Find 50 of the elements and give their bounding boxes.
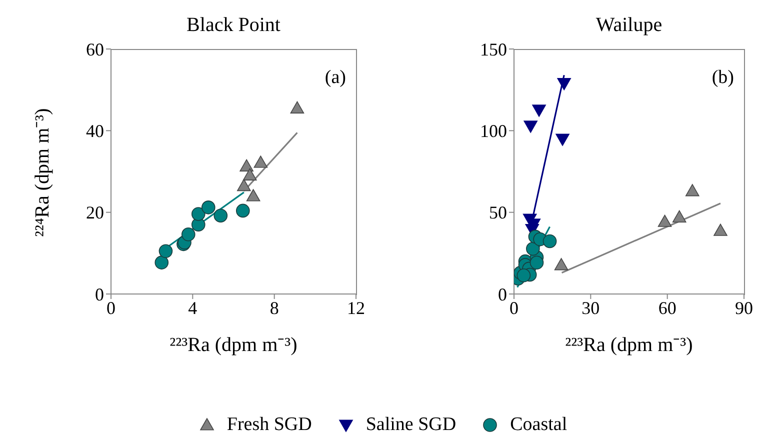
legend-label: Fresh SGD: [226, 414, 312, 436]
point: [214, 208, 228, 222]
y-tick-label: 0: [95, 284, 104, 304]
y-tick-label: 50: [489, 202, 507, 223]
point: [237, 178, 251, 192]
point: [254, 156, 268, 168]
point: [556, 134, 570, 146]
annotation: (a): [324, 67, 346, 89]
x-tick-label: 12: [347, 298, 365, 318]
y-tick-label: 150: [480, 39, 507, 60]
x-axis-title: ²²³Ra (dpm m⁻³): [564, 333, 694, 357]
point: [672, 210, 686, 223]
point: [191, 207, 206, 221]
point: [236, 204, 250, 218]
legend-label: Saline SGD: [366, 414, 456, 436]
point: [181, 227, 196, 242]
point: [201, 200, 216, 214]
point: [685, 184, 700, 196]
point: [526, 242, 540, 256]
legend-label: Coastal: [510, 414, 568, 436]
point: [524, 120, 538, 133]
y-tick-label: 100: [480, 121, 507, 142]
point: [242, 168, 257, 180]
y-tick-label: 0: [498, 284, 507, 304]
point: [542, 234, 557, 248]
point: [714, 224, 728, 236]
point: [557, 78, 571, 90]
chart-title: Wailupe: [594, 14, 664, 37]
point: [554, 258, 568, 270]
y-tick-label: 60: [86, 39, 104, 60]
x-tick-label: 4: [188, 298, 198, 318]
point: [658, 214, 672, 227]
chart-title: Black Point: [186, 14, 282, 37]
point: [240, 159, 254, 172]
point: [532, 104, 546, 117]
x-tick-label: 8: [270, 298, 279, 318]
x-tick-label: 60: [658, 298, 676, 318]
point: [154, 256, 169, 270]
x-tick-label: 30: [582, 298, 600, 318]
point: [530, 256, 544, 270]
point: [246, 189, 260, 202]
y-axis-title: ²²⁴Ra (dpm m⁻³): [30, 107, 54, 239]
point: [158, 244, 173, 258]
point: [516, 268, 531, 282]
point: [290, 101, 304, 114]
y-tick-label: 40: [86, 121, 104, 142]
y-tick-label: 20: [86, 202, 104, 223]
x-tick-label: 90: [735, 298, 753, 318]
x-axis-title: ²²³Ra (dpm m⁻³): [168, 333, 298, 357]
annotation: (b): [712, 67, 734, 89]
